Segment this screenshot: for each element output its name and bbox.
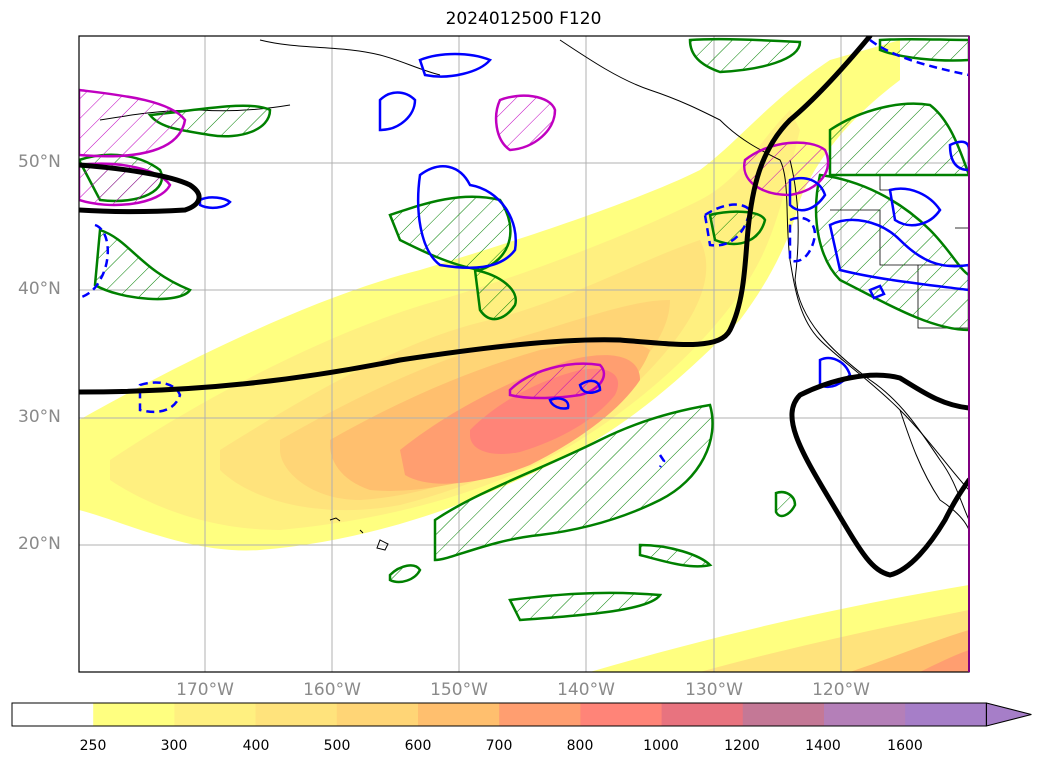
ivt-south-500 (920, 650, 969, 672)
lon-label-170w: 170°W (176, 680, 234, 700)
colorbar-tick: 800 (566, 738, 594, 754)
height-contour-se (789, 372, 969, 578)
colorbar-tick: 500 (323, 738, 351, 754)
green-hatched-regions (79, 37, 969, 622)
lon-label-140w: 140°W (557, 680, 615, 700)
colorbar-tick: 300 (160, 738, 188, 754)
colorbar-tick: 1000 (643, 738, 679, 754)
colorbar-segment (905, 703, 987, 726)
colorbar-outline (11, 702, 987, 727)
colorbar-segment (580, 703, 663, 726)
hawaii (329, 517, 389, 551)
lon-label-160w: 160°W (303, 680, 361, 700)
colorbar-tick: 400 (242, 738, 270, 754)
lat-label-50n: 50°N (18, 152, 61, 172)
colorbar-segment (499, 703, 581, 726)
colorbar-segment (418, 703, 500, 726)
colorbar-segment (255, 703, 338, 726)
colorbar-tick: 700 (485, 738, 513, 754)
colorbar-segment (742, 703, 825, 726)
colorbar-segment (93, 703, 175, 726)
graticule (79, 36, 969, 672)
lon-label-120w: 120°W (812, 680, 870, 700)
colorbar-segment (174, 703, 257, 726)
lat-label-20n: 20°N (18, 534, 61, 554)
colorbar-tick: 600 (404, 738, 432, 754)
colorbar-segment (12, 703, 94, 726)
coast-alaska (259, 39, 969, 491)
lon-label-130w: 130°W (685, 680, 743, 700)
colorbar (11, 702, 1032, 727)
coast-baja (899, 409, 969, 531)
height-contour-nw (79, 162, 202, 214)
map-title: 2024012500 F120 (445, 9, 602, 29)
blue-contours (79, 38, 969, 468)
colorbar-tick: 1200 (724, 738, 760, 754)
lat-label-30n: 30°N (18, 407, 61, 427)
colorbar-tick: 250 (79, 738, 107, 754)
colorbar-segment (336, 703, 419, 726)
colorbar-segment (824, 703, 906, 726)
colorbar-tick: 1600 (887, 738, 923, 754)
coast-west-us (789, 159, 969, 521)
ivt-south-400 (850, 630, 969, 672)
lat-label-40n: 40°N (18, 279, 61, 299)
colorbar-segment (661, 703, 744, 726)
lon-label-150w: 150°W (430, 680, 488, 700)
colorbar-tick: 1400 (805, 738, 841, 754)
colorbar-extend-arrow (985, 702, 1032, 727)
height-contour-main (79, 36, 873, 395)
height-contours (79, 36, 969, 578)
